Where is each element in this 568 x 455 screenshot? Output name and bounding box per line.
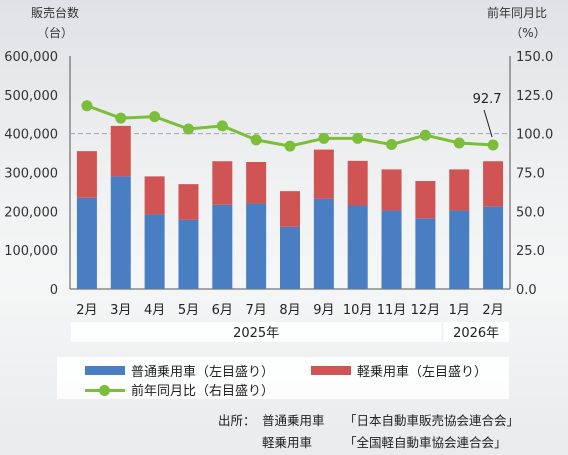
bar-kei <box>313 149 334 199</box>
yoy-point <box>352 132 364 144</box>
bar-futsu <box>178 219 199 289</box>
x-tick-label: 11月 <box>377 303 407 318</box>
bar-kei <box>212 161 233 205</box>
source-prefix: 出所： <box>218 413 256 428</box>
bar-futsu <box>483 206 504 289</box>
source-category-2: 軽乗用車 <box>262 435 313 450</box>
x-tick-label: 7月 <box>246 303 267 318</box>
year-band <box>71 322 442 342</box>
source-org-1: 「日本自動車販売協会連合会」 <box>344 413 520 428</box>
bar-kei <box>347 160 368 206</box>
x-tick-label: 5月 <box>178 303 199 318</box>
right-tick-label: 50.0 <box>516 205 545 220</box>
bar-futsu <box>347 205 368 289</box>
bar-kei <box>178 184 199 220</box>
left-axis-unit: （台） <box>37 25 73 40</box>
legend-label-kei: 軽乗用車（左目盛り） <box>357 365 488 380</box>
right-tick-label: 150.0 <box>516 50 553 65</box>
x-tick-label: 2月 <box>482 303 503 318</box>
annotation-leader <box>483 109 493 138</box>
bar-kei <box>76 151 97 198</box>
x-tick-label: 2月 <box>76 303 97 318</box>
left-tick-label: 500,000 <box>4 89 58 104</box>
bar-futsu <box>212 204 233 289</box>
yoy-point <box>115 112 127 124</box>
left-tick-label: 400,000 <box>4 128 58 143</box>
x-tick-label: 8月 <box>279 303 300 318</box>
left-tick-label: 600,000 <box>4 50 58 65</box>
source-org-2: 「全国軽自動車協会連合会」 <box>344 435 507 450</box>
left-tick-label: 200,000 <box>4 205 58 220</box>
yoy-point <box>284 140 296 152</box>
legend-label-futsu: 普通乗用車（左目盛り） <box>131 365 275 380</box>
left-tick-label: 0 <box>50 283 58 298</box>
x-tick-label: 10月 <box>343 303 373 318</box>
bar-futsu <box>76 197 97 289</box>
bar-kei <box>110 125 131 177</box>
year-band <box>443 322 509 342</box>
x-tick-label: 4月 <box>144 303 165 318</box>
legend-swatch-kei <box>311 366 351 375</box>
bar-kei <box>144 176 165 215</box>
yoy-point <box>487 139 499 151</box>
legend-label-yoy: 前年同月比（右目盛り） <box>131 384 275 399</box>
bar-kei <box>483 161 504 207</box>
bar-futsu <box>110 176 131 289</box>
bar-futsu <box>246 203 267 289</box>
yoy-point <box>149 111 161 123</box>
yoy-point <box>318 132 330 144</box>
year-label: 2026年 <box>453 326 499 341</box>
legend-swatch-yoy <box>85 383 125 397</box>
bar-futsu <box>415 218 436 289</box>
annotation-label: 92.7 <box>473 92 502 107</box>
x-tick-label: 6月 <box>212 303 233 318</box>
right-axis-unit: （%） <box>510 26 545 40</box>
left-tick-label: 100,000 <box>4 244 58 259</box>
legend-item-yoy: 前年同月比（右目盛り） <box>85 380 274 399</box>
bar-kei <box>415 181 436 219</box>
bar-futsu <box>280 226 300 289</box>
yoy-point <box>419 129 431 141</box>
x-tick-label: 9月 <box>313 303 334 318</box>
yoy-point <box>250 134 262 146</box>
bar-futsu <box>449 210 470 289</box>
right-tick-label: 125.0 <box>516 89 553 104</box>
yoy-point <box>81 100 93 112</box>
bar-kei <box>246 162 267 204</box>
bar-futsu <box>381 210 402 289</box>
bar-futsu <box>144 214 165 289</box>
right-tick-label: 0.0 <box>516 283 537 298</box>
year-label: 2025年 <box>233 326 279 341</box>
x-tick-label: 3月 <box>110 303 131 318</box>
right-axis-title: 前年同月比 <box>487 5 547 20</box>
legend-item-futsu: 普通乗用車（左目盛り） <box>85 361 274 380</box>
yoy-point <box>386 139 398 151</box>
bar-kei <box>280 191 300 227</box>
x-tick-label: 12月 <box>411 303 441 318</box>
bar-kei <box>381 169 402 211</box>
legend: 普通乗用車（左目盛り） 軽乗用車（左目盛り） 前年同月比（右目盛り） <box>57 357 509 399</box>
source-category-1: 普通乗用車 <box>262 413 325 428</box>
bar-futsu <box>313 198 334 289</box>
bar-kei <box>449 169 470 211</box>
legend-item-kei: 軽乗用車（左目盛り） <box>311 361 487 380</box>
yoy-line <box>86 104 494 148</box>
x-tick-label: 1月 <box>449 303 470 318</box>
right-tick-label: 25.0 <box>516 244 545 259</box>
right-tick-label: 75.0 <box>516 167 545 182</box>
yoy-point <box>453 137 465 149</box>
legend-swatch-futsu <box>85 366 125 375</box>
left-axis-title: 販売台数 <box>31 5 79 20</box>
left-tick-label: 300,000 <box>4 167 58 182</box>
yoy-point <box>216 120 228 132</box>
yoy-point <box>182 123 194 135</box>
right-tick-label: 100.0 <box>516 128 553 143</box>
